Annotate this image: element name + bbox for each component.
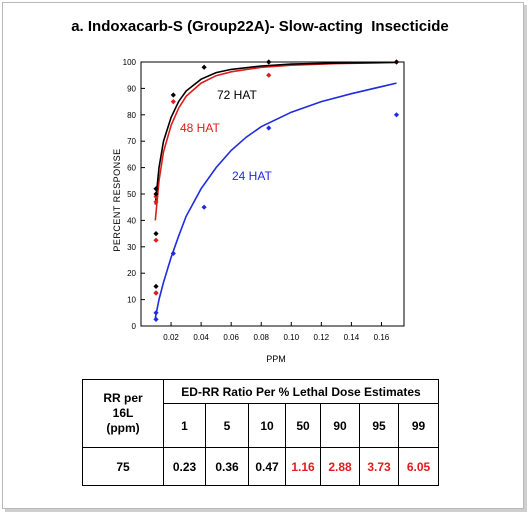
point-48-hat [153,194,159,200]
point-24-hat [201,204,207,210]
curve-48-hat [154,61,397,221]
rr-header-line3: (ppm) [106,421,140,435]
percent-label-90: 90 [320,403,360,448]
rr-header-line1: RR per [103,391,143,405]
plot-area [140,61,405,327]
rr-header-cell: RR per 16L (ppm) [82,379,164,448]
x-tick-label: 0.10 [283,333,299,342]
percent-label-99: 99 [398,403,439,448]
y-tick-label: 60 [127,164,136,173]
rr-header-line2: 16L [112,406,134,420]
x-tick-label: 0.16 [374,333,390,342]
point-48-hat [266,72,272,78]
y-tick-label: 80 [127,111,136,120]
label-48-hat: 48 HAT [180,121,220,135]
value-cell-90: 2.88 [320,447,360,486]
point-24-hat [153,310,159,316]
point-24-hat [153,316,159,322]
y-tick-label: 20 [127,269,136,278]
x-tick-label: 0.04 [193,333,209,342]
group-header-cell: ED-RR Ratio Per % Lethal Dose Estimates [163,379,439,404]
y-axis-title: PERCENT RESPONSE [112,148,122,252]
value-cell-1: 0.23 [163,447,206,486]
percent-label-1: 1 [163,403,206,448]
y-tick-label: 70 [127,137,136,146]
percent-label-10: 10 [248,403,286,448]
point-48-hat [170,99,176,105]
y-tick-label: 10 [127,296,136,305]
value-cell-50: 1.16 [285,447,321,486]
point-24-hat [170,250,176,256]
fitted-curves [154,61,397,319]
value-cell-5: 0.36 [205,447,249,486]
point-72-hat [201,64,207,70]
point-24-hat [266,125,272,131]
y-tick-label: 50 [127,190,136,199]
point-72-hat [170,92,176,98]
percent-label-50: 50 [285,403,321,448]
curve-24-hat [154,82,397,319]
y-tick-label: 100 [123,58,137,67]
point-72-hat [153,191,159,197]
point-48-hat [153,199,159,205]
y-axis: 0 10 20 30 40 50 60 70 80 90 100 [123,58,145,331]
x-axis-title: PPM [266,354,286,364]
value-cell-10: 0.47 [248,447,286,486]
x-tick-label: 0.14 [344,333,360,342]
value-cell-95: 3.73 [359,447,399,486]
x-axis: 0.02 0.04 0.06 0.08 0.10 0.12 0.14 0.16 [163,322,390,342]
point-72-hat [153,283,159,289]
lethal-dose-table: RR per 16L (ppm) ED-RR Ratio Per % Letha… [82,379,439,486]
point-48-hat [153,290,159,296]
point-72-hat [153,231,159,237]
data-points [153,59,400,322]
y-tick-label: 40 [127,216,136,225]
point-72-hat [266,59,272,65]
point-48-hat [153,237,159,243]
point-72-hat [153,186,159,192]
value-cell-99: 6.05 [398,447,439,486]
label-24-hat: 24 HAT [232,169,272,183]
point-24-hat [393,112,400,118]
x-tick-label: 0.12 [314,333,330,342]
y-tick-label: 0 [132,322,137,331]
x-tick-label: 0.06 [223,333,239,342]
rr-value-cell: 75 [82,447,164,486]
chart-title: a. Indoxacarb-S (Group22A)- Slow-acting … [71,18,449,35]
x-tick-label: 0.02 [163,333,179,342]
y-tick-label: 30 [127,243,136,252]
y-tick-label: 90 [127,84,136,93]
percent-label-5: 5 [205,403,249,448]
x-tick-label: 0.08 [253,333,269,342]
percent-label-95: 95 [359,403,399,448]
curve-72-hat [154,61,397,205]
label-72-hat: 72 HAT [217,88,257,102]
point-72-hat [393,59,400,65]
